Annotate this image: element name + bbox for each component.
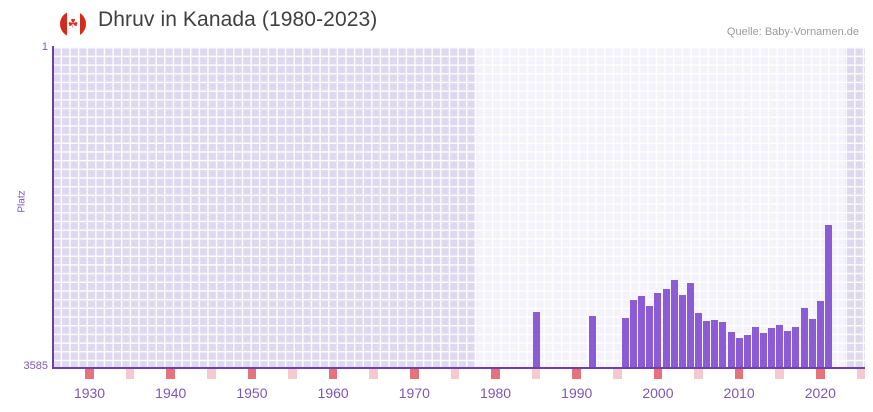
shaded-region	[53, 47, 476, 368]
flag-band-left	[60, 11, 67, 37]
bar[interactable]	[638, 295, 646, 368]
x-axis-decade-tick	[734, 369, 744, 379]
bar[interactable]	[735, 338, 743, 368]
x-axis-decade-tick	[572, 369, 582, 379]
y-axis-title: Platz	[16, 190, 28, 213]
x-axis-decade-tick	[328, 369, 338, 379]
x-axis-tick-label: 1950	[236, 385, 268, 401]
flag-band-right	[79, 11, 86, 37]
plot-area	[53, 47, 865, 368]
bar[interactable]	[719, 322, 727, 368]
x-axis-tick-label: 1960	[317, 385, 349, 401]
x-axis-tick-label: 1980	[479, 385, 512, 401]
y-axis-tick-top: 1	[41, 41, 48, 53]
source-attribution: Quelle: Baby-Vornamen.de	[726, 26, 859, 38]
x-axis-tick-label: 1990	[561, 385, 593, 401]
x-axis-halfdecade-tick	[694, 369, 703, 379]
x-axis-decade-tick	[247, 369, 257, 379]
x-axis-halfdecade-tick	[775, 369, 785, 379]
bar[interactable]	[727, 332, 735, 368]
bar[interactable]	[768, 328, 776, 368]
x-axis-decade-tick	[491, 369, 500, 379]
x-axis-decade-tick	[410, 369, 419, 379]
x-axis-tick-label: 1930	[73, 385, 106, 401]
x-axis-decade-tick	[816, 369, 825, 379]
bar[interactable]	[800, 308, 808, 368]
bar[interactable]	[589, 315, 597, 368]
bar[interactable]	[824, 224, 832, 368]
x-axis-halfdecade-tick	[207, 369, 216, 379]
bar[interactable]	[784, 331, 792, 368]
x-axis-halfdecade-tick	[450, 369, 460, 379]
x-axis-decade-tick	[166, 369, 176, 379]
x-axis-decade-tick	[85, 369, 94, 379]
x-axis-tick-label: 2000	[642, 385, 674, 401]
bar[interactable]	[686, 283, 694, 368]
bar[interactable]	[743, 335, 751, 368]
x-axis-decade-tick	[653, 369, 663, 379]
bar[interactable]	[816, 301, 824, 368]
bar[interactable]	[703, 321, 711, 368]
bar[interactable]	[776, 325, 784, 368]
bar[interactable]	[532, 311, 540, 368]
bar[interactable]	[662, 288, 670, 368]
bar[interactable]	[695, 313, 703, 368]
bar[interactable]	[760, 332, 767, 368]
bar[interactable]	[792, 326, 800, 368]
bar[interactable]	[670, 279, 678, 368]
x-axis-line	[52, 367, 865, 369]
bar[interactable]	[711, 320, 719, 368]
shaded-region	[844, 47, 865, 368]
y-axis-tick-bottom: 3585	[23, 360, 48, 372]
x-axis-tick-label: 1940	[155, 385, 187, 401]
x-axis-tick-label: 2010	[723, 385, 755, 401]
bar[interactable]	[678, 295, 686, 368]
x-axis-halfdecade-tick	[531, 369, 541, 379]
bar[interactable]	[630, 299, 638, 368]
canada-flag-icon: ☘	[60, 11, 86, 37]
chart-header: ☘ Dhruv in Kanada (1980-2023) Quelle: Ba…	[0, 0, 873, 47]
bar[interactable]	[751, 326, 759, 368]
bar[interactable]	[621, 317, 629, 368]
page-title: Dhruv in Kanada (1980-2023)	[98, 8, 378, 31]
x-axis-halfdecade-tick	[613, 369, 622, 379]
bar[interactable]	[654, 293, 662, 368]
y-axis-line	[52, 46, 54, 369]
bar[interactable]	[808, 319, 816, 368]
x-axis-halfdecade-tick	[288, 369, 297, 379]
x-axis-halfdecade-tick	[125, 369, 135, 379]
bar[interactable]	[646, 305, 654, 368]
x-axis-halfdecade-tick	[369, 369, 379, 379]
x-axis-tick-label: 2020	[804, 385, 836, 401]
x-axis-halfdecade-tick	[856, 369, 866, 379]
x-axis-tick-label: 1970	[398, 385, 430, 401]
maple-leaf-icon: ☘	[67, 16, 79, 31]
